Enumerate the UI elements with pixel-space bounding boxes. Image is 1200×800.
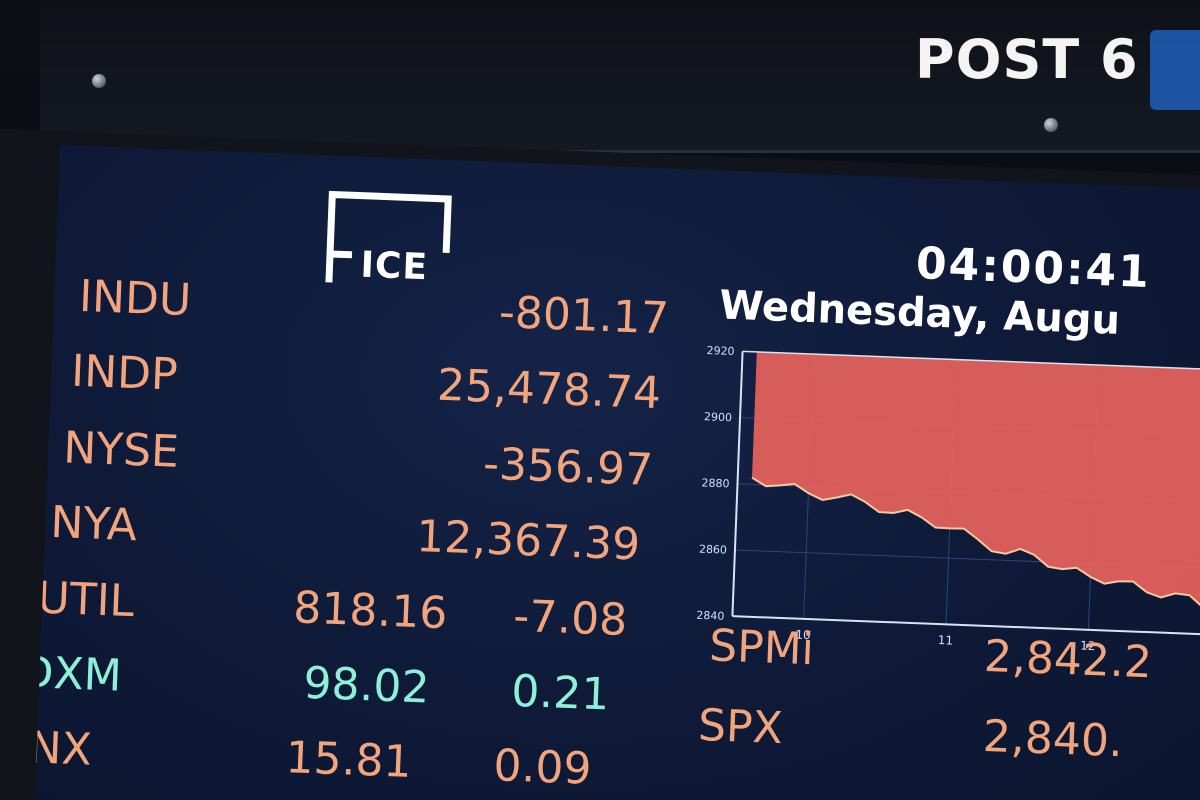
ticker-row: TNX 15.81 0.09 — [32, 721, 602, 800]
chart-gridline — [734, 549, 1200, 573]
right-ticker-symbol: SPMi — [708, 620, 815, 676]
chart-line — [751, 476, 1200, 627]
ticker-row: UTIL 818.16 -7.08 — [36, 572, 638, 651]
ticker-symbol: INDU — [78, 270, 193, 327]
chart-y-tick-label: 2920 — [706, 344, 734, 358]
right-ticker-row: SPMi 2,842.2 — [708, 620, 1153, 688]
ice-logo-corner — [329, 250, 353, 259]
chart-y-axis — [731, 351, 744, 617]
ticker-row: NYSE -356.97 — [62, 422, 664, 501]
screw — [92, 74, 106, 88]
chart-y-tick-label: 2860 — [699, 543, 727, 557]
right-ticker-value: 2,842.2 — [983, 630, 1153, 689]
chart-x-tick-label: 12 — [1080, 639, 1096, 654]
ticker-change: 12,367.39 — [415, 510, 642, 571]
ticker-row: INDP 25,478.74 — [70, 346, 672, 425]
post-sign-panel — [1150, 30, 1200, 110]
chart-top-border — [742, 350, 1200, 374]
ticker-row: INDU -801.17 — [78, 271, 680, 350]
chart-x-tick-label: 11 — [937, 633, 953, 648]
chart-y-tick-label: 2900 — [704, 410, 732, 424]
ticker-change: -356.97 — [482, 438, 654, 496]
chart-y-tick-label: 2880 — [701, 476, 729, 490]
ticker-symbol: NYA — [49, 496, 138, 552]
right-ticker-value: 2,840. — [982, 710, 1124, 768]
ticker-symbol: NYSE — [62, 422, 180, 478]
ticker-symbol: TNX — [32, 721, 93, 776]
ticker-symbol: UTIL — [36, 572, 136, 628]
ticker-symbol: INDP — [70, 345, 179, 401]
chart-y-tick-label: 2840 — [696, 609, 724, 623]
ticker-change: -7.08 — [512, 590, 629, 647]
ticker-change: 25,478.74 — [436, 359, 662, 420]
ticker-change: 0.09 — [492, 740, 593, 795]
ticker-row: DXM 98.02 0.21 — [32, 647, 620, 726]
right-ticker-symbol: SPX — [697, 699, 784, 755]
ticker-change: -801.17 — [498, 286, 670, 345]
post-sign: POST 6 — [915, 28, 1139, 91]
clock: 04:00:41 — [915, 237, 1152, 298]
ice-logo-bracket — [325, 190, 452, 283]
ticker-display: ICE 04:00:41 Wednesday, Augu INDU -801.1… — [32, 145, 1200, 800]
ticker-change: 0.21 — [510, 665, 611, 721]
ice-logo — [325, 190, 452, 283]
ticker-symbol: DXM — [32, 646, 123, 702]
right-ticker-row: SPX 2,840. — [697, 699, 1124, 767]
display-content: ICE 04:00:41 Wednesday, Augu INDU -801.1… — [32, 145, 1200, 800]
ticker-row: NYA 12,367.39 — [49, 497, 651, 576]
index-chart: 292029002880286028401011121 — [696, 344, 1200, 654]
top-panel — [40, 0, 1200, 153]
screw — [1044, 118, 1058, 132]
chart-area — [751, 351, 1200, 626]
chart-x-tick-label: 10 — [795, 628, 811, 643]
chart-x-axis — [732, 615, 1200, 640]
